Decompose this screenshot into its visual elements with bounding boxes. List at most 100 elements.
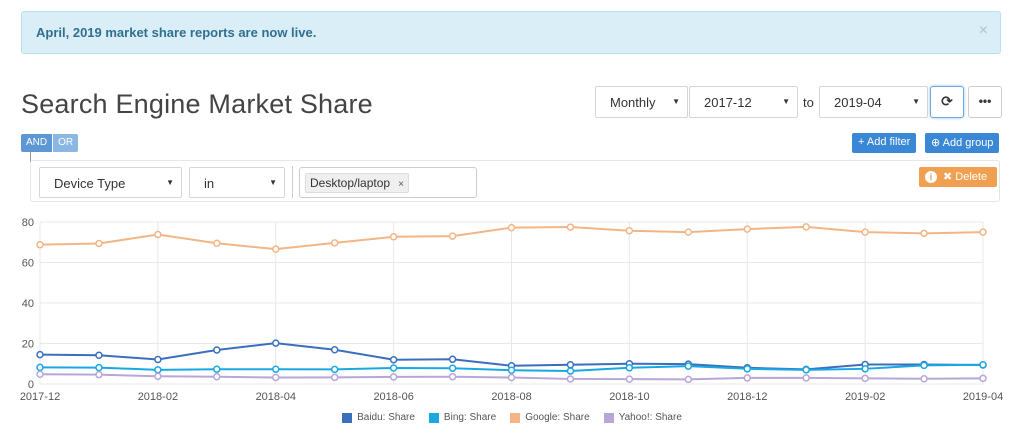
data-point-bing	[330, 365, 339, 374]
data-point-bing	[625, 364, 634, 372]
data-point-yahoo	[507, 373, 516, 382]
x-tick-label: 2018-02	[138, 391, 178, 403]
interval-value: Monthly	[610, 95, 656, 110]
delete-label: ✖ Delete	[943, 171, 988, 183]
legend-swatch	[342, 412, 353, 423]
data-point-yahoo	[684, 375, 693, 384]
data-point-yahoo	[743, 374, 751, 382]
page-title: Search Engine Market Share	[21, 89, 373, 119]
interval-select[interactable]: Monthly ▼	[595, 86, 688, 118]
data-point-yahoo	[802, 374, 810, 382]
data-point-bing	[802, 366, 810, 374]
market-share-chart: 0 20 40 60 80 2017-12 2018-02 2018-04 2018-06 201…	[20, 217, 1003, 403]
data-point-bing	[213, 365, 221, 373]
and-button[interactable]: AND	[21, 134, 53, 152]
legend-item-yahoo[interactable]: Yahoo!: Share	[603, 412, 682, 423]
data-point-baidu	[448, 355, 457, 364]
y-tick-label: 80	[22, 217, 34, 229]
data-point-yahoo	[979, 374, 987, 383]
y-tick-label: 0	[28, 379, 34, 391]
data-point-yahoo	[566, 375, 575, 383]
data-point-yahoo	[448, 372, 457, 381]
data-point-google	[272, 245, 280, 253]
field-value: Device Type	[54, 176, 126, 191]
data-point-google	[330, 239, 339, 247]
legend-swatch	[603, 412, 614, 423]
to-label: to	[803, 95, 814, 110]
data-point-google	[566, 223, 575, 231]
data-point-bing	[95, 363, 103, 372]
x-tick-label: 2018-04	[256, 391, 296, 403]
caret-down-icon: ▼	[912, 97, 920, 106]
notification-alert: April, 2019 market share reports are now…	[21, 11, 1001, 54]
data-point-bing	[507, 366, 516, 374]
refresh-button[interactable]: ⟳	[930, 86, 964, 118]
field-select[interactable]: Device Type ▼	[39, 167, 182, 198]
data-point-yahoo	[330, 373, 339, 382]
info-icon: i	[925, 171, 937, 183]
legend-item-google[interactable]: Google: Share	[510, 412, 590, 423]
x-tick-label: 2018-12	[727, 391, 767, 403]
x-tick-label: 2017-12	[20, 391, 60, 403]
to-date-value: 2019-04	[834, 95, 882, 110]
data-point-yahoo	[95, 370, 103, 379]
x-tick-label: 2019-02	[845, 391, 885, 403]
data-point-bing	[684, 362, 693, 370]
delete-button[interactable]: i ✖ Delete	[919, 167, 997, 187]
data-point-baidu	[36, 350, 44, 359]
legend-label: Yahoo!: Share	[618, 412, 682, 423]
caret-down-icon: ▼	[166, 178, 174, 187]
data-point-baidu	[213, 346, 221, 354]
to-date-select[interactable]: 2019-04 ▼	[819, 86, 928, 118]
more-icon: •••	[978, 94, 992, 108]
close-icon[interactable]: ×	[978, 22, 988, 39]
x-tick-label: 2018-08	[491, 391, 531, 403]
data-point-bing	[979, 361, 987, 369]
caret-down-icon: ▼	[269, 178, 277, 187]
data-point-google	[213, 239, 221, 248]
logic-toggle: AND OR	[21, 134, 79, 152]
operator-select[interactable]: in ▼	[189, 167, 285, 198]
legend-label: Google: Share	[525, 412, 590, 423]
from-date-value: 2017-12	[704, 95, 752, 110]
legend-item-baidu[interactable]: Baidu: Share	[342, 412, 415, 423]
legend-swatch	[510, 412, 521, 423]
value-multiselect[interactable]: Desktop/laptop ×	[299, 167, 477, 198]
y-tick-label: 60	[22, 258, 34, 270]
caret-down-icon: ▼	[782, 97, 790, 106]
data-point-yahoo	[213, 372, 221, 381]
data-point-bing	[154, 366, 162, 374]
data-point-google	[625, 226, 634, 235]
data-point-baidu	[330, 346, 339, 354]
data-point-baidu	[154, 355, 162, 364]
more-options-button[interactable]: •••	[968, 86, 1002, 118]
data-point-yahoo	[861, 374, 869, 383]
from-date-select[interactable]: 2017-12 ▼	[689, 86, 798, 118]
add-group-button[interactable]: ⊕ Add group	[925, 133, 1000, 153]
divider	[292, 166, 293, 198]
remove-tag-icon[interactable]: ×	[398, 179, 404, 190]
data-point-bing	[743, 365, 751, 373]
data-point-google	[802, 223, 810, 231]
legend-label: Baidu: Share	[357, 412, 415, 423]
data-point-bing	[272, 365, 280, 373]
add-filter-button[interactable]: + Add filter	[852, 133, 917, 153]
data-point-google	[389, 233, 398, 241]
data-point-yahoo	[272, 373, 280, 382]
legend-label: Bing: Share	[443, 412, 497, 423]
legend-swatch	[428, 412, 439, 423]
data-point-baidu	[389, 355, 398, 364]
data-point-google	[684, 228, 693, 236]
refresh-icon: ⟳	[941, 93, 953, 109]
value-tag: Desktop/laptop ×	[305, 173, 409, 193]
data-point-google	[979, 228, 987, 236]
data-point-bing	[920, 361, 928, 370]
x-tick-label: 2018-06	[373, 391, 413, 403]
data-point-google	[448, 232, 457, 240]
y-tick-label: 20	[22, 339, 34, 351]
data-point-bing	[448, 364, 457, 372]
data-point-google	[95, 239, 103, 248]
legend-item-bing[interactable]: Bing: Share	[428, 412, 497, 423]
or-button[interactable]: OR	[52, 134, 79, 152]
data-point-google	[36, 240, 44, 249]
